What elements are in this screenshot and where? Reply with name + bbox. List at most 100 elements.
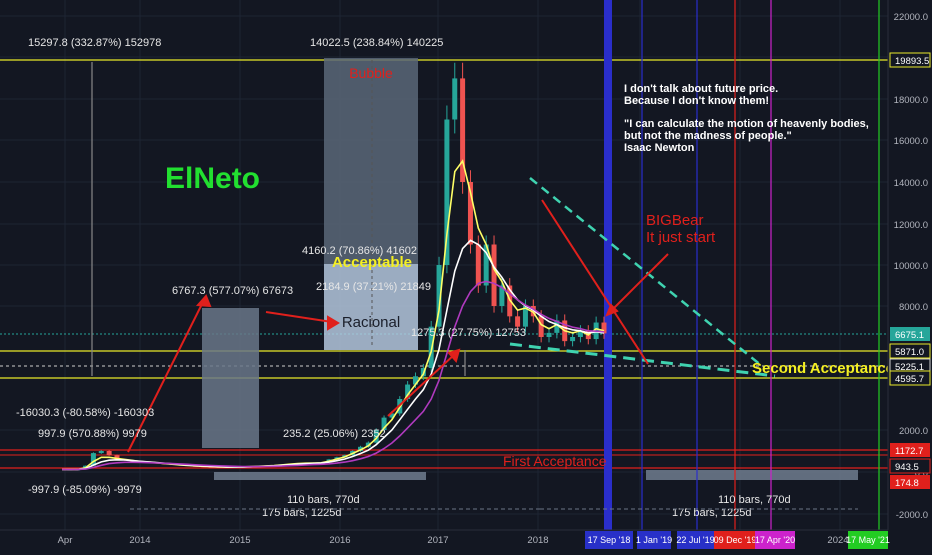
y-tick-4: 14000.0 [894,178,928,189]
price-badge-7: 174.8 [895,478,919,489]
x-tick-5: 2018 [527,535,548,546]
label-bigbear-1: BIGBear [646,212,704,229]
y-tick-0: 22000.0 [894,12,928,23]
y-tick-7: 8000.0 [899,302,928,313]
label-bubble: Bubble [349,65,393,81]
price-badge-bg-5 [890,443,930,457]
racional-zone-left [202,308,259,448]
x-tick-3: 2016 [329,535,350,546]
y-tick-8: 2000.0 [899,426,928,437]
date-badge-bg-1 [637,531,671,549]
price-badge-1: 6675.1 [895,330,924,341]
price-badge-5: 1172.7 [895,446,923,457]
bars-range-right [646,470,858,480]
date-badge-bg-0 [585,531,633,549]
candle-body-63 [554,320,560,333]
quote-line-4: "I can calculate the motion of heavenly … [624,118,869,130]
candle-body-38 [357,446,363,451]
measure-label-13: 110 bars, 770d [718,494,791,506]
candle-body-40 [373,430,379,443]
candle-body-55 [491,244,497,306]
candle-body-53 [475,244,481,286]
label-second-acceptance: Second Acceptance [752,360,894,377]
price-badge-3: 5225.1 [895,362,924,373]
price-badge-bg-6 [889,458,931,474]
date-badge-4: 17 Apr '20 [755,535,795,545]
second-acceptance-trend [509,342,776,378]
price-badge-0: 19893.5 [895,56,929,67]
candle-body-62 [546,332,552,337]
bubble-zone [324,58,418,264]
x-tick-4: 2017 [427,535,448,546]
candle-body-58 [515,316,521,327]
arrow-head-1 [195,294,212,308]
candle-body-54 [483,244,489,286]
watermark-elneto: ElNeto [165,162,260,195]
candle-body-59 [522,306,528,327]
arrow-to-racional [265,311,333,323]
arrow-head-3 [447,348,461,364]
price-badge-bg-1 [890,327,930,341]
label-bigbear-2: It just start [646,229,716,246]
measure-label-3: 4160.2 (70.86%) 41602 [302,245,417,257]
upper-dashed-trend [529,177,763,367]
date-badge-0: 17 Sep '18 [588,535,631,545]
label-first-acceptance: First Acceptance [503,453,607,469]
arrow-to-1275 [387,353,456,417]
candle-body-51 [460,78,466,182]
pointer-arrows [127,253,669,453]
price-badge-bg-4 [889,370,931,386]
measure-label-1: 15297.8 (332.87%) 152978 [28,37,161,49]
bigbear-trend [541,199,649,365]
y-tick-3: 16000.0 [894,136,928,147]
quote-line-2: Because I don't know them! [624,95,769,107]
date-badge-1: 1 Jan '19 [636,535,672,545]
y-tick-10: -2000.0 [896,510,928,521]
measure-label-12: 175 bars, 1225d [262,507,342,519]
measure-label-5: 6767.3 (577.07%) 67673 [172,285,293,297]
price-badge-bg-7 [890,475,930,489]
quote: I don't talk about future price. Because… [624,83,869,154]
series-ma-long [62,280,605,471]
candle-body-66 [577,330,583,337]
date-badge-bg-4 [755,531,795,549]
x-tick-0: Apr [58,535,73,546]
acceptable-zone [324,264,418,350]
measure-label-14: 175 bars, 1225d [672,507,752,519]
candle-body-42 [389,413,395,418]
quote-line-6: Isaac Newton [624,142,695,154]
annotations: ElNeto Bubble Acceptable Racional BIGBea… [165,65,894,469]
candle-body-52 [467,182,473,245]
candle-body-4 [90,453,96,466]
candle-body-6 [106,451,112,456]
date-badge-bg-5 [848,531,888,549]
candle-body-48 [436,265,442,327]
y-tick-6: 10000.0 [894,261,928,272]
candle-body-56 [499,285,505,306]
arrow-head-4 [605,303,619,317]
candle-body-41 [381,417,387,430]
measure-label-4: 2184.9 (37.21%) 21849 [316,281,431,293]
measurement-arrows [91,60,466,376]
label-acceptable: Acceptable [332,254,412,271]
measure-label-8: 997.9 (570.88%) 9979 [38,428,147,440]
price-badge-bg-2 [889,343,931,359]
arrow-bigbear [611,253,669,311]
y-axis-bg [888,0,932,530]
y-tick-2: 18000.0 [894,95,928,106]
date-badge-bg-2 [677,531,714,549]
candle-body-45 [412,376,418,385]
candle-body-5 [98,451,104,454]
x-tick-1: 2014 [129,535,150,546]
candle-body-69 [601,322,607,334]
date-badge-2: 22 Jul '19 [676,535,714,545]
bars-range-left [214,472,426,480]
price-badge-2: 5871.0 [895,347,924,358]
date-badge-3: 09 Dec '19 [714,535,757,545]
measure-label-9: 235.2 (25.06%) 2352 [283,428,386,440]
measure-label-11: 110 bars, 770d [287,494,360,506]
series-layer [61,62,607,471]
x-tick-6: 2024 [827,535,848,546]
